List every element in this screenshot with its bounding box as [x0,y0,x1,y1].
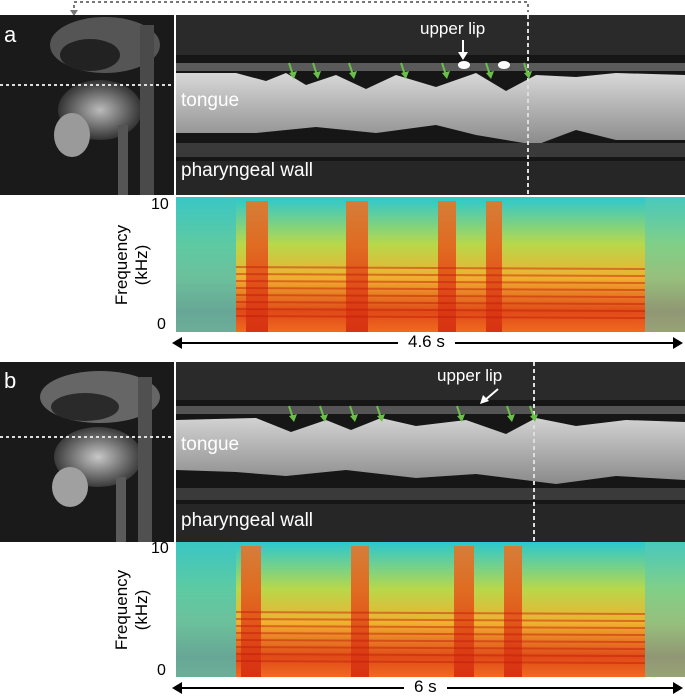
green-arrow-icon [348,62,357,79]
panel-a: a tongue pharyngeal wall upper lip [0,0,685,352]
tick-bottom: 0 [157,316,166,333]
green-arrow-icon [523,62,532,79]
green-arrow-icon [456,405,465,422]
duration-label: 4.6 s [398,332,455,352]
connector-arrow [70,1,529,16]
spectrogram [176,197,685,332]
green-arrow-icon [288,405,297,422]
upper-lip-label: upper lip [420,19,486,38]
mri-midsagittal-image [0,15,174,195]
panel-letter: b [4,368,17,393]
tongue-label: tongue [181,90,240,111]
green-arrow-icon [441,62,450,79]
kymograph [176,362,685,542]
frequency-axis-label: Frequency (kHz) [112,569,151,651]
green-arrow-icon [319,405,328,422]
panel-b: b tongue pharyngeal wall upper lip Frequ… [0,352,685,697]
upper-lip-pointer-icon [480,388,499,404]
tick-top: 10 [151,540,169,557]
kymograph [176,15,685,195]
tick-bottom: 0 [157,662,166,679]
panel-letter: a [4,22,17,47]
mri-midsagittal-image [0,362,174,542]
green-arrow-icon [506,405,515,422]
green-arrow-icon [288,62,297,79]
frequency-axis-label: Frequency (kHz) [112,224,151,306]
pharyngeal-wall-label: pharyngeal wall [181,160,314,181]
tongue-label: tongue [181,434,240,455]
upper-lip-pointer-icon [458,40,468,60]
upper-lip-label: upper lip [437,366,503,385]
duration-label: 6 s [404,677,447,697]
green-arrow-icon [376,405,385,422]
green-arrow-icon [312,62,321,79]
spectrogram [176,542,685,677]
green-arrow-icon [485,62,494,79]
tick-top: 10 [151,196,169,213]
green-arrow-icon [349,405,358,422]
green-arrow-icon [400,62,409,79]
green-arrow-icon [529,405,538,422]
pharyngeal-wall-label: pharyngeal wall [181,510,314,531]
